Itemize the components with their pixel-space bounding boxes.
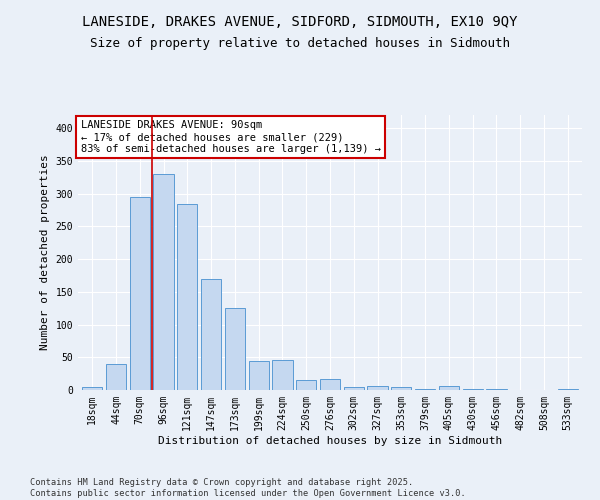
Bar (225, 308, 245, 390)
Bar (272, 360, 293, 390)
Y-axis label: Number of detached properties: Number of detached properties (40, 154, 50, 350)
Bar (320, 379, 340, 390)
Bar (201, 280, 221, 390)
Text: Contains HM Land Registry data © Crown copyright and database right 2025.
Contai: Contains HM Land Registry data © Crown c… (30, 478, 466, 498)
Bar (344, 388, 364, 390)
Bar (106, 364, 126, 390)
Bar (296, 380, 316, 390)
Bar (130, 197, 150, 390)
Bar (367, 386, 388, 390)
Bar (439, 386, 459, 390)
Bar (82, 388, 103, 390)
Text: LANESIDE, DRAKES AVENUE, SIDFORD, SIDMOUTH, EX10 9QY: LANESIDE, DRAKES AVENUE, SIDFORD, SIDMOU… (82, 15, 518, 29)
Text: Size of property relative to detached houses in Sidmouth: Size of property relative to detached ho… (90, 38, 510, 51)
Bar (415, 388, 435, 390)
Bar (177, 204, 197, 390)
Text: LANESIDE DRAKES AVENUE: 90sqm
← 17% of detached houses are smaller (229)
83% of : LANESIDE DRAKES AVENUE: 90sqm ← 17% of d… (80, 120, 380, 154)
Bar (154, 174, 173, 390)
Bar (248, 360, 269, 390)
X-axis label: Distribution of detached houses by size in Sidmouth: Distribution of detached houses by size … (158, 436, 502, 446)
Bar (391, 388, 412, 390)
Bar (463, 388, 483, 390)
